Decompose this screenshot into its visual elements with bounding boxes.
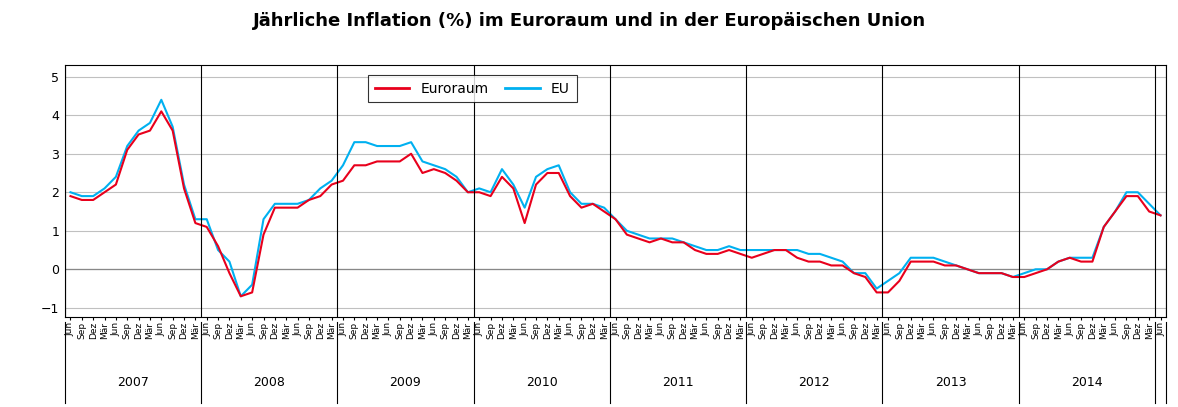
EU	[1153, 213, 1167, 218]
Euroraum	[154, 109, 168, 114]
Euroraum	[631, 236, 646, 241]
Text: 2010: 2010	[525, 376, 557, 389]
EU	[154, 97, 168, 102]
Text: 2008: 2008	[253, 376, 285, 389]
Euroraum	[370, 159, 384, 164]
Line: EU: EU	[71, 100, 1160, 296]
Euroraum	[233, 294, 247, 299]
Euroraum	[143, 128, 157, 133]
Euroraum	[98, 190, 112, 195]
EU	[370, 144, 384, 149]
Text: 2014: 2014	[1071, 376, 1103, 389]
Text: Jährliche Inflation (%) im Euroraum und in der Europäischen Union: Jährliche Inflation (%) im Euroraum und …	[252, 12, 926, 30]
Text: 2012: 2012	[799, 376, 830, 389]
Text: 2009: 2009	[390, 376, 422, 389]
Euroraum	[64, 194, 78, 199]
EU	[926, 255, 940, 260]
Euroraum	[1153, 213, 1167, 218]
Line: Euroraum: Euroraum	[71, 112, 1160, 296]
Euroraum	[926, 259, 940, 264]
Text: 2013: 2013	[934, 376, 966, 389]
Text: 2011: 2011	[662, 376, 694, 389]
Euroraum	[710, 252, 724, 256]
EU	[64, 190, 78, 195]
EU	[631, 232, 646, 237]
EU	[233, 294, 247, 299]
EU	[98, 186, 112, 191]
Legend: Euroraum, EU: Euroraum, EU	[368, 74, 577, 103]
Text: 2007: 2007	[117, 376, 148, 389]
EU	[710, 247, 724, 252]
EU	[143, 120, 157, 125]
